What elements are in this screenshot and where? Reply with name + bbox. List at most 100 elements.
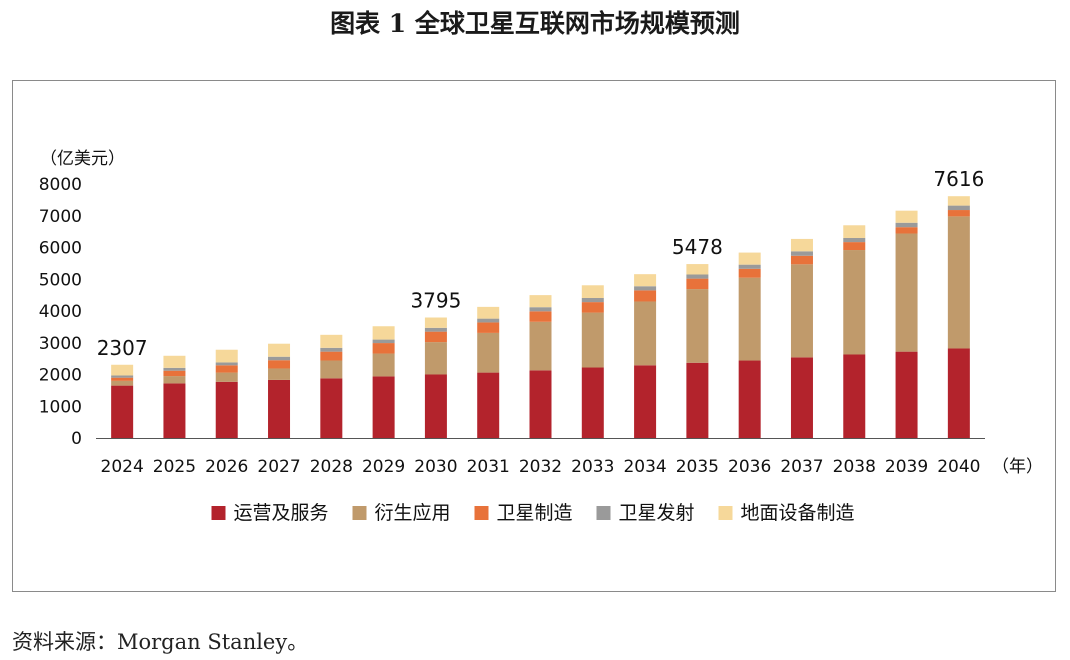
bar-segment	[477, 322, 500, 333]
bar-segment	[738, 277, 761, 361]
bar-segment	[529, 321, 552, 371]
legend-swatch	[352, 506, 367, 520]
bar-segment	[111, 375, 134, 378]
legend-label: 卫星制造	[497, 502, 573, 524]
bar-segment	[686, 274, 709, 279]
bar-segment	[947, 216, 970, 349]
y-tick-label: 8000	[39, 175, 82, 195]
y-tick-label: 4000	[39, 302, 82, 322]
bar-segment	[477, 372, 500, 438]
bar-segment	[163, 383, 186, 438]
bar-segment	[215, 362, 238, 366]
y-tick-label: 7000	[39, 207, 82, 227]
y-tick-label: 1000	[39, 397, 82, 417]
legend-swatch	[596, 506, 611, 520]
legend-swatch	[718, 506, 733, 520]
bar-segment	[111, 377, 134, 381]
bar-segment	[320, 378, 343, 438]
x-tick-label: 2029	[362, 457, 405, 477]
x-unit-label: （年）	[992, 457, 1043, 477]
bar-segment	[895, 227, 918, 234]
bar-segment	[529, 295, 552, 308]
bar-segment	[895, 210, 918, 223]
x-tick-label: 2036	[728, 457, 771, 477]
y-tick-label: 3000	[39, 334, 82, 354]
bar-segment	[424, 331, 447, 343]
bar-segment	[372, 353, 395, 377]
bar-segment	[843, 242, 866, 251]
bar-segment	[215, 372, 238, 382]
bar-segment	[686, 264, 709, 275]
chart-title: 图表 1 全球卫星互联网市场规模预测	[330, 9, 740, 38]
bar-segment	[111, 385, 134, 438]
legend-item: 卫星制造	[474, 502, 573, 524]
bar-segment	[424, 317, 447, 328]
total-value-label: 5478	[672, 235, 723, 259]
x-tick-label: 2035	[676, 457, 719, 477]
bar-segment	[738, 252, 761, 265]
source-note: 资料来源：Morgan Stanley。	[12, 630, 309, 654]
bar-segment	[581, 297, 604, 303]
legend-swatch	[474, 506, 489, 520]
y-unit-label: （亿美元）	[40, 149, 125, 169]
bar-segment	[424, 374, 447, 438]
bar-segment	[738, 360, 761, 438]
bar-segment	[268, 360, 291, 369]
x-tick-label: 2025	[153, 457, 196, 477]
bar-segment	[790, 255, 813, 265]
bar-segment	[529, 311, 552, 322]
bar-segment	[268, 379, 291, 438]
bar-segment	[634, 301, 657, 366]
bar-segment	[424, 342, 447, 375]
bar-segment	[372, 339, 395, 344]
legend: 运营及服务 衍生应用 卫星制造 卫星发射 地面设备制造	[211, 502, 855, 524]
bar-segment	[790, 357, 813, 438]
bar-segment	[634, 290, 657, 302]
y-tick-label: 2000	[39, 366, 82, 386]
x-tick-label: 2027	[257, 457, 300, 477]
bar-segment	[947, 205, 970, 211]
stacked-bar-chart: 0 1000 2000 3000 4000 5000 6000 7000 8000 2024 202…	[39, 149, 1043, 524]
chart-frame	[12, 80, 1056, 592]
bar-segment	[634, 365, 657, 438]
x-tick-label: 2028	[310, 457, 353, 477]
x-tick-label: 2040	[937, 457, 980, 477]
legend-label: 地面设备制造	[741, 502, 855, 524]
bar-segment	[790, 251, 813, 256]
bar-segment	[947, 348, 970, 438]
bar-segment	[686, 289, 709, 363]
legend-swatch	[211, 506, 226, 520]
x-tick-label: 2033	[571, 457, 614, 477]
legend-item: 衍生应用	[352, 502, 451, 524]
x-tick-label: 2037	[780, 457, 823, 477]
legend-item: 卫星发射	[596, 502, 695, 524]
bar-segment	[529, 370, 552, 438]
y-tick-label: 5000	[39, 270, 82, 290]
bar-segment	[581, 312, 604, 368]
y-tick-label: 0	[71, 429, 82, 449]
x-tick-label: 2026	[205, 457, 248, 477]
x-tick-label: 2032	[519, 457, 562, 477]
bar-segment	[215, 365, 238, 373]
bar-segment	[477, 306, 500, 319]
bar-segment	[581, 285, 604, 298]
bar-segment	[947, 196, 970, 206]
bar-segment	[686, 362, 709, 438]
bar-segment	[320, 347, 343, 352]
bar-segment	[372, 343, 395, 354]
bar-segment	[372, 376, 395, 438]
x-tick-label: 2034	[623, 457, 666, 477]
bar-segment	[634, 286, 657, 291]
bar-segment	[163, 376, 186, 384]
bar-segment	[843, 354, 866, 438]
bar-segment	[686, 278, 709, 290]
bar-segment	[738, 264, 761, 269]
x-tick-label: 2030	[414, 457, 457, 477]
bar-segment	[843, 250, 866, 355]
bar-segment	[320, 334, 343, 348]
bar-segment	[215, 349, 238, 363]
bar-segment	[268, 356, 291, 361]
axes: 0 1000 2000 3000 4000 5000 6000 7000 8000 2024 202…	[39, 175, 1043, 477]
labels: （亿美元） 2307 3795 5478 7616	[40, 149, 984, 360]
bar-segment	[215, 381, 238, 438]
